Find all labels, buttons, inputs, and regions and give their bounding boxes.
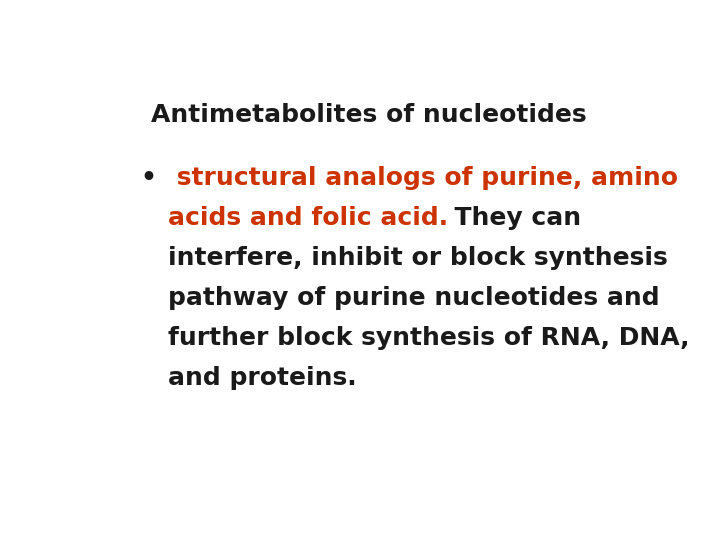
Text: structural analogs of purine, amino: structural analogs of purine, amino [168, 166, 678, 190]
Text: acids and folic acid.: acids and folic acid. [168, 206, 448, 230]
Text: pathway of purine nucleotides and: pathway of purine nucleotides and [168, 286, 659, 310]
Text: Antimetabolites of nucleotides: Antimetabolites of nucleotides [151, 103, 587, 127]
Text: They can: They can [437, 206, 581, 230]
Text: interfere, inhibit or block synthesis: interfere, inhibit or block synthesis [168, 246, 667, 270]
Text: •: • [140, 166, 156, 190]
Text: and proteins.: and proteins. [168, 366, 356, 390]
Text: further block synthesis of RNA, DNA,: further block synthesis of RNA, DNA, [168, 326, 689, 350]
